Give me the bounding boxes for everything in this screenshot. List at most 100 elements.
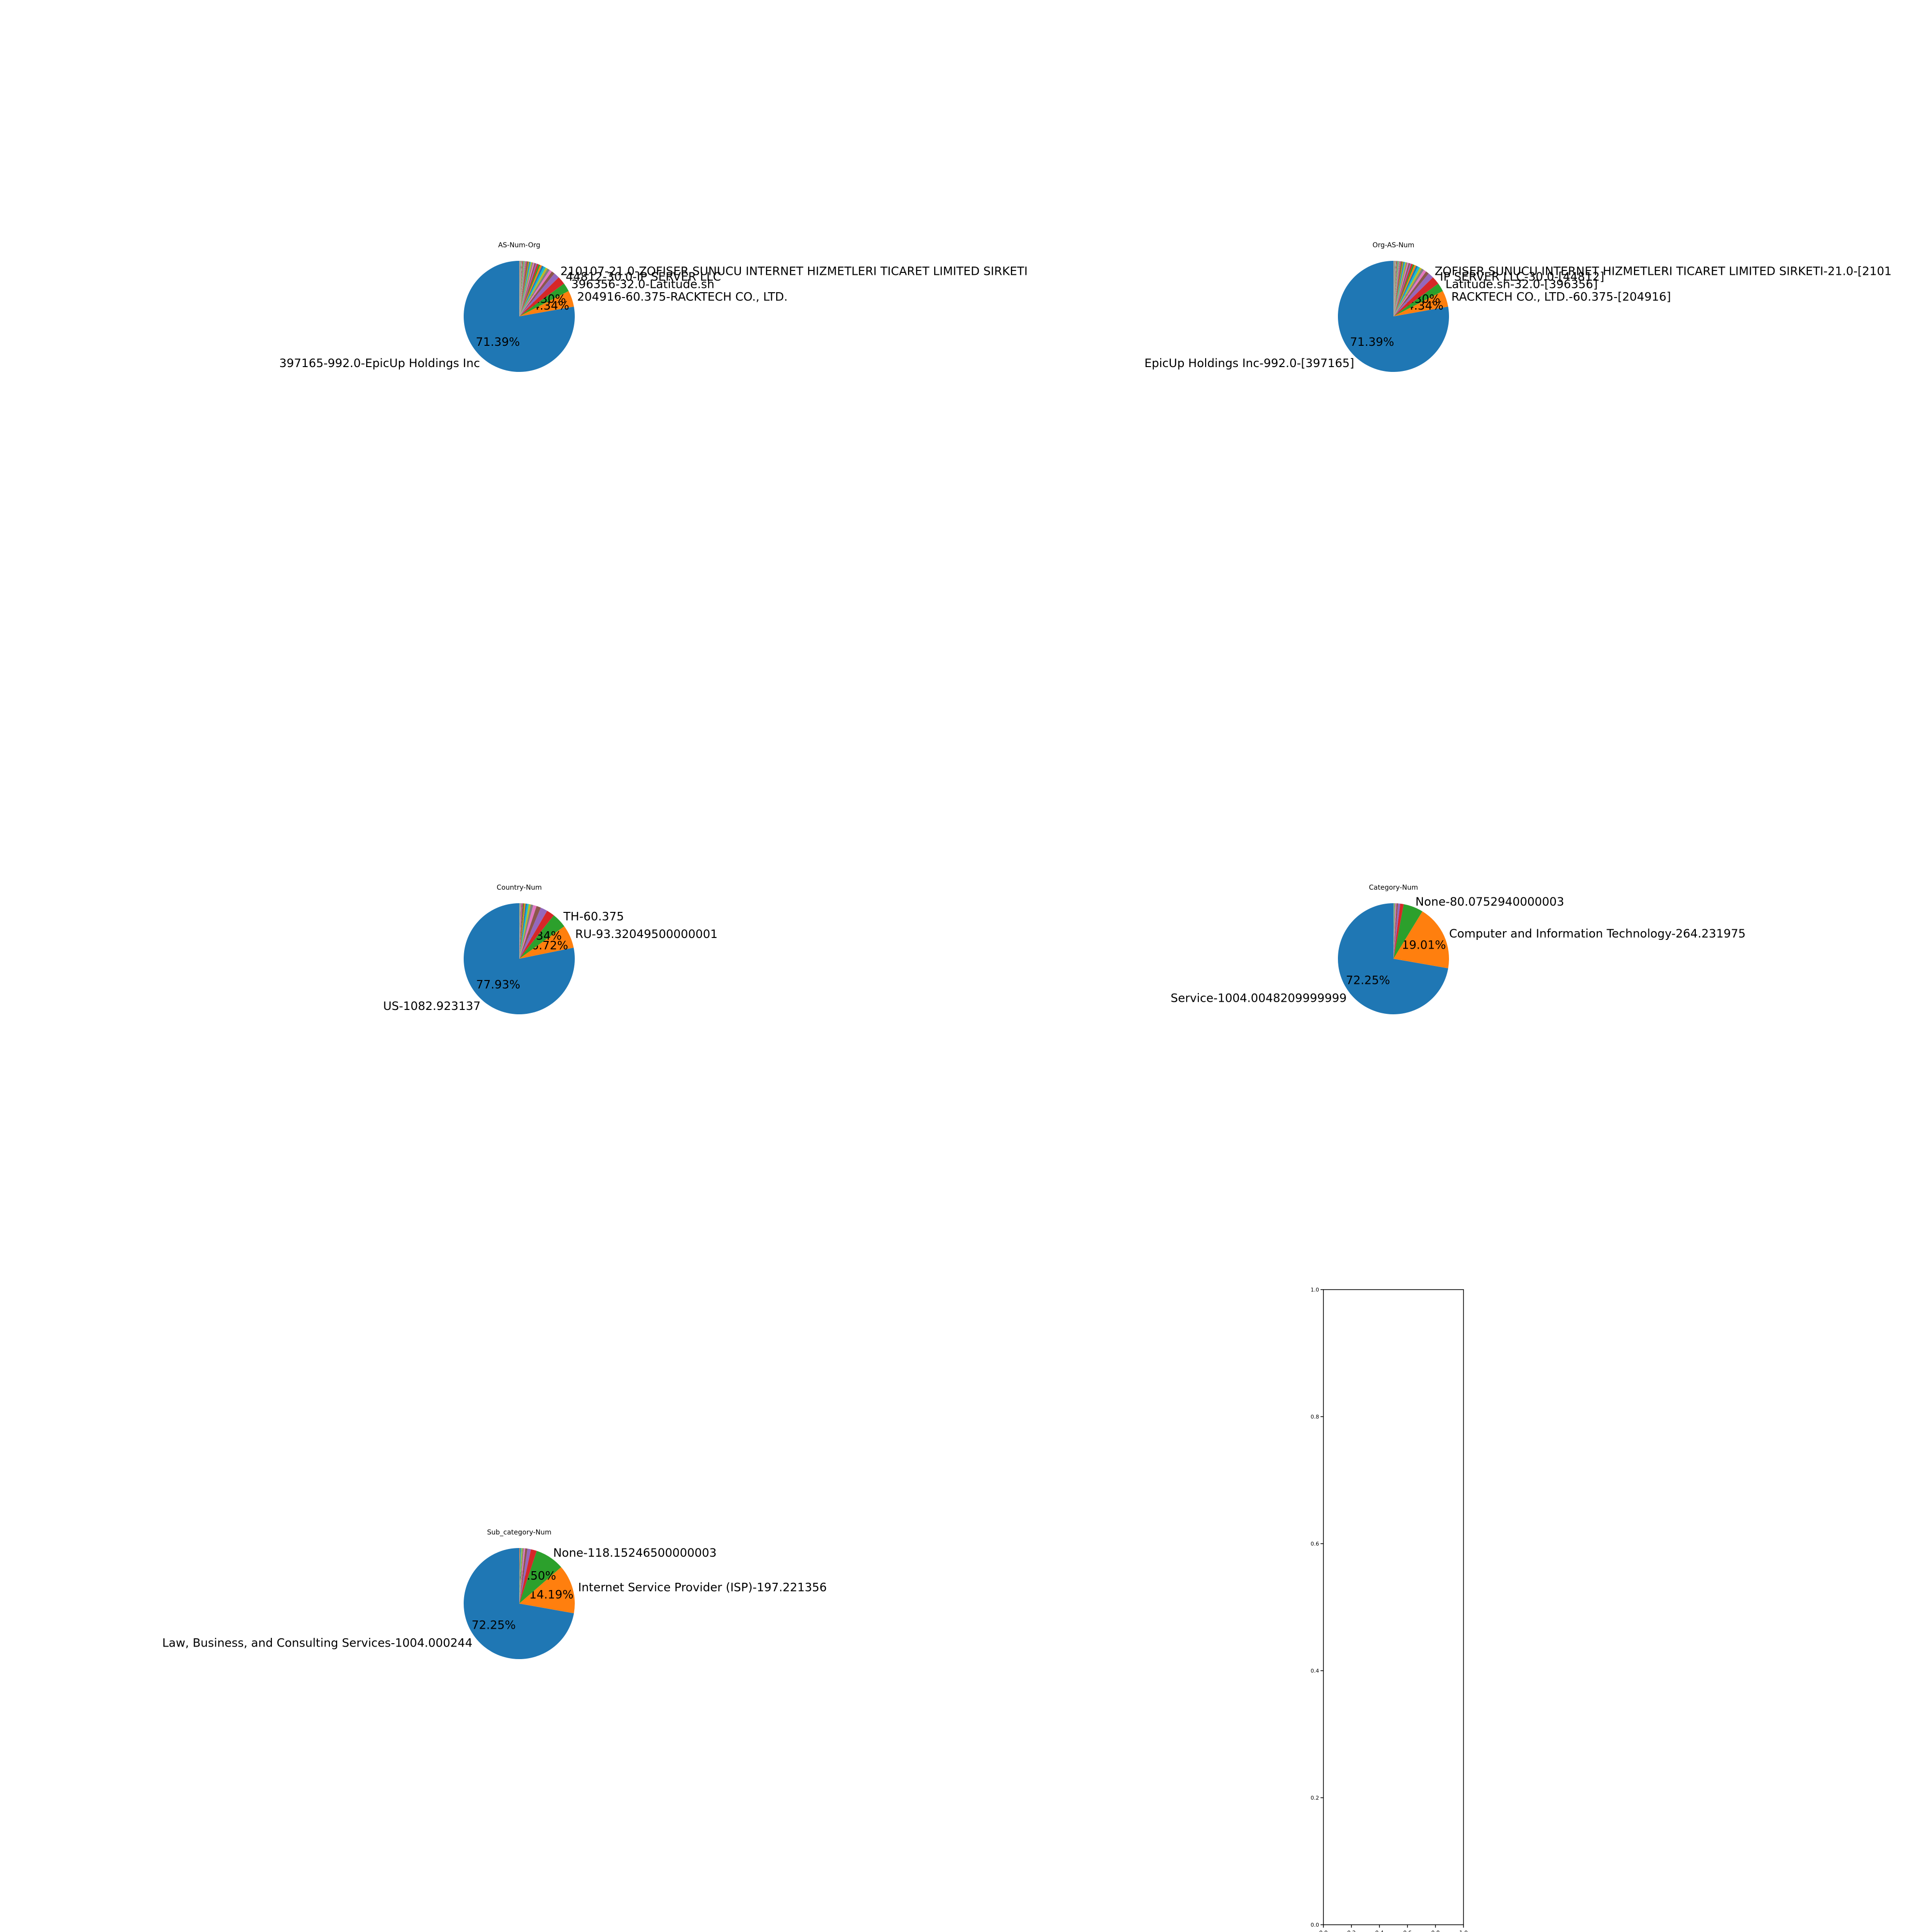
pie-slice [519,261,522,316]
pie-slice [519,903,520,959]
slice-label: EpicUp Holdings Inc-992.0-[397165] [1144,356,1354,370]
x-tick-label: 0.6 [1403,1930,1412,1932]
pie-title: Sub_category-Num [487,1529,551,1536]
pie-slice [519,261,521,316]
pie-slice [519,1550,561,1604]
pie-slice [519,1567,575,1614]
y-tick-label: 0.4 [1311,1668,1320,1674]
pie-slice [1393,261,1401,316]
y-tick-label: 0.2 [1311,1795,1320,1801]
pie-slice [1393,904,1422,959]
pie-slice [519,262,532,316]
pie-title: Country-Num [497,884,541,892]
pie-slice [1393,911,1449,968]
slice-label: Internet Service Provider (ISP)-197.2213… [578,1580,827,1594]
pie-slice [519,261,526,316]
pie-slice [1393,277,1438,316]
pie-slice [1393,903,1397,959]
pie-slice [1393,903,1401,959]
pie-slice [519,903,522,959]
pie-slice [519,261,527,316]
pie-slice [519,261,526,316]
pie-slice [1393,261,1397,316]
pie-slice [1393,263,1410,316]
pie-slice [519,1548,526,1604]
pie-slice [519,262,535,316]
slice-label: Service-1004.0048209999999 [1171,991,1347,1005]
pie-slice [1393,263,1412,316]
slice-label: Computer and Information Technology-264.… [1449,927,1746,940]
pie-slice [1393,261,1398,316]
pie-slice [519,903,521,959]
pie-slice [1393,262,1409,316]
pie-slice [519,908,547,959]
slice-percent: 71.39% [476,335,520,349]
slice-label: TH-60.375 [563,910,624,923]
pie-slice [1393,284,1443,316]
pie-slice [519,264,540,316]
slice-percent: 72.25% [471,1618,516,1632]
x-tick-label: 0.2 [1347,1930,1356,1932]
pie-slice [1393,903,1396,959]
pie-slice [519,1548,521,1604]
pie-slice [519,903,527,959]
pie-slice [1393,261,1396,316]
pie-slice [519,262,531,316]
pie-slice [1393,261,1394,316]
pie-slice [519,910,554,959]
pie-slice [1393,261,1405,316]
y-tick-label: 1.0 [1311,1287,1320,1293]
pie-slice [1393,261,1395,316]
slice-label: IP SERVER LLC-30.0-[44812] [1440,270,1604,284]
pie-slice [519,264,539,316]
slice-label: US-1082.923137 [383,999,481,1013]
pie-country-num: Country-Num US-1082.923137 77.93% RU-93.320… [383,884,718,1015]
pie-slice [519,904,531,959]
pie-slice [1393,260,1394,316]
pie-slice [1393,261,1401,316]
empty-axes: 0.0 0.2 0.4 0.6 0.8 1.0 0.0 0.2 0.4 0.6 0.8 1.0 [1311,1287,1468,1932]
pie-slice [1393,266,1418,316]
pie-slice [519,266,544,316]
pie-slice [519,260,520,316]
x-tick-label: 1.0 [1459,1930,1468,1932]
slice-label: RACKTECH CO., LTD.-60.375-[204916] [1451,290,1671,304]
pie-slice [519,261,530,316]
pie-slice [1393,264,1413,316]
slice-label: 210107-21.0-ZOFISER SUNUCU INTERNET HIZM… [560,265,1027,278]
pie-slice [519,903,521,959]
y-tick-label: 0.6 [1311,1541,1320,1547]
pie-slice [519,260,520,316]
y-tick-label: 0.8 [1311,1414,1320,1420]
pie-slice [1393,262,1406,316]
pie-slice [464,903,575,1015]
pie-slice [519,926,574,959]
slice-percent: 77.93% [476,978,521,991]
pie-slice [519,263,538,316]
slice-percent: 14.19% [529,1588,574,1602]
pie-slice [519,263,536,316]
pie-slice [1393,270,1426,316]
pie-slice [1393,261,1400,316]
pie-slice [519,261,528,316]
slice-label: ZOFISER SUNUCU INTERNET HIZMETLERI TICAR… [1435,265,1891,278]
pie-slice [519,261,528,316]
slice-label: None-118.15246500000003 [553,1546,716,1560]
pie-slice [519,261,523,316]
pie-slice [519,1549,537,1604]
pie-slice [519,261,525,316]
pie-slice [519,903,525,959]
pie-slice [1393,903,1398,959]
pie-slice [519,1548,520,1604]
pie-slice [519,261,522,316]
pie-slice [519,261,520,316]
pie-slice [519,284,569,316]
x-tick-label: 0.8 [1431,1930,1440,1932]
pie-sub-category-num: Sub_category-Num Law, Business, and Consu… [162,1529,827,1659]
pie-slice [1393,262,1406,316]
pie-slice [519,903,524,959]
pie-slice [519,261,523,316]
axes-frame [1323,1289,1464,1925]
slice-label: Law, Business, and Consulting Services-1… [162,1636,472,1649]
